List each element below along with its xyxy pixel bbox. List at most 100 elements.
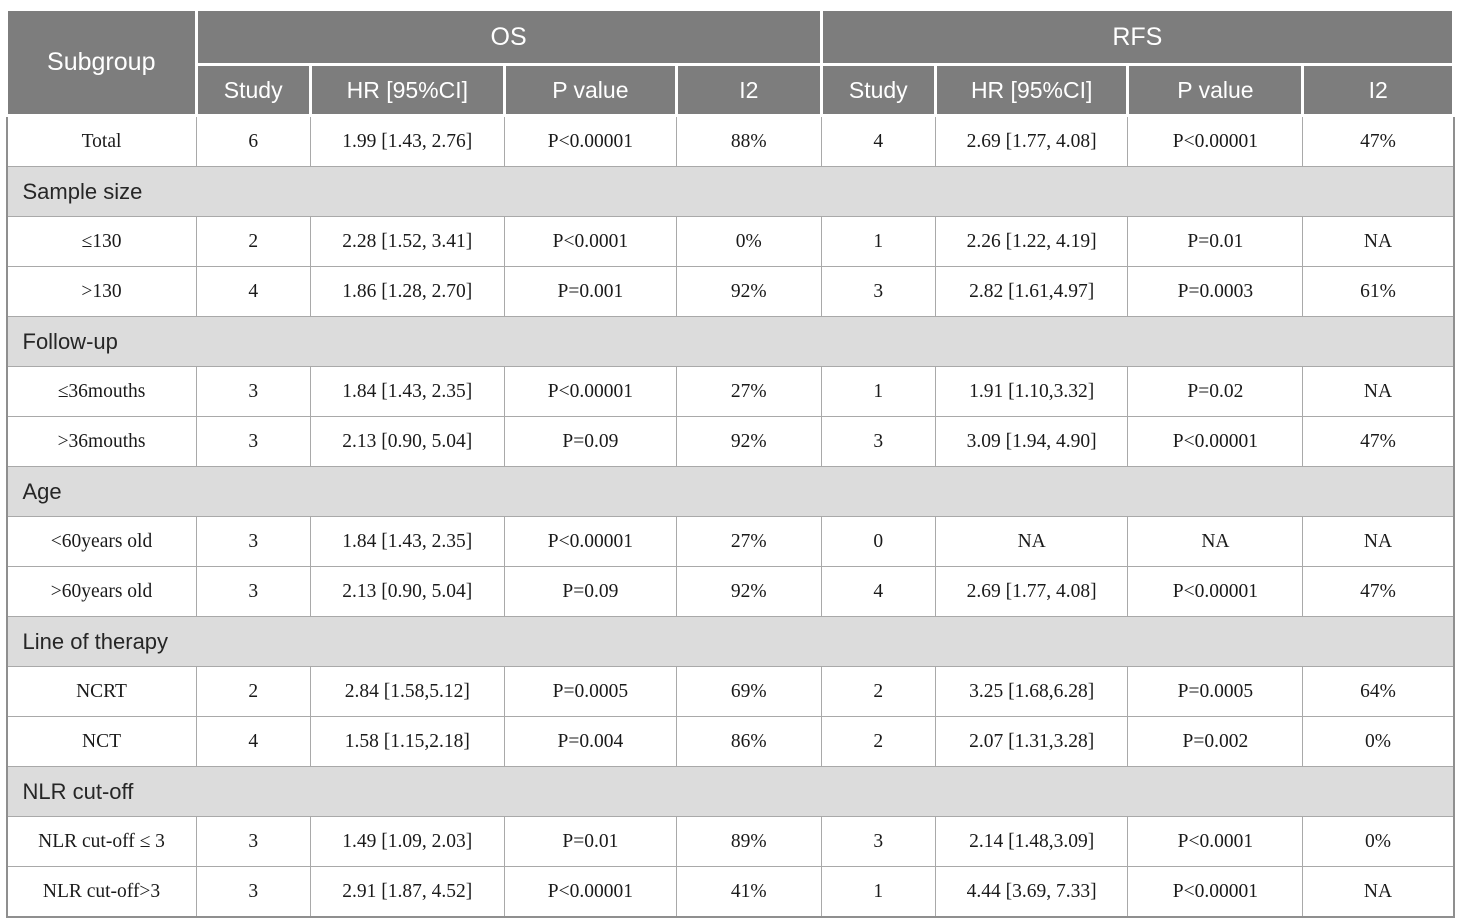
subgroup-cell: >36mouths bbox=[6, 416, 197, 467]
table-row: NLR cut-off ≤ 3 3 1.49 [1.09, 2.03] P=0.01 8… bbox=[6, 816, 1454, 867]
subgroup-cell: ≤36mouths bbox=[6, 366, 197, 417]
rfs-hr-cell: 2.07 [1.31,3.28] bbox=[934, 716, 1129, 767]
os-hr-cell: 2.84 [1.58,5.12] bbox=[309, 666, 505, 717]
os-hr-cell: 2.13 [0.90, 5.04] bbox=[309, 416, 505, 467]
os-i2-header: I2 bbox=[674, 63, 823, 117]
subgroup-column-header: Subgroup bbox=[5, 8, 198, 117]
os-study-cell: 4 bbox=[195, 716, 311, 767]
rfs-study-cell: 2 bbox=[820, 666, 936, 717]
rfs-pvalue-cell: P<0.0001 bbox=[1127, 816, 1304, 867]
rfs-study-cell: 3 bbox=[820, 816, 936, 867]
rfs-i2-cell: 47% bbox=[1302, 115, 1454, 167]
rfs-pvalue-cell: P<0.00001 bbox=[1127, 115, 1304, 167]
os-i2-cell: 27% bbox=[675, 516, 822, 567]
subgroup-cell: NLR cut-off>3 bbox=[6, 866, 197, 918]
os-study-cell: 4 bbox=[195, 266, 311, 317]
rfs-pvalue-cell: P=0.02 bbox=[1127, 366, 1304, 417]
table-row: >130 4 1.86 [1.28, 2.70] P=0.001 92% 3 2.82 [1… bbox=[6, 266, 1454, 317]
rfs-i2-cell: 0% bbox=[1302, 816, 1454, 867]
table-row: ≤130 2 2.28 [1.52, 3.41] P<0.0001 0% 1 2.26 [1… bbox=[6, 216, 1454, 267]
rfs-pvalue-header: P value bbox=[1126, 63, 1305, 117]
os-i2-cell: 41% bbox=[675, 866, 822, 918]
os-pvalue-cell: P<0.0001 bbox=[503, 216, 677, 267]
rfs-pvalue-cell: P<0.00001 bbox=[1127, 416, 1304, 467]
rfs-study-cell: 3 bbox=[820, 266, 936, 317]
rfs-pvalue-cell: P=0.002 bbox=[1127, 716, 1304, 767]
os-i2-cell: 0% bbox=[675, 216, 822, 267]
os-i2-cell: 92% bbox=[675, 416, 822, 467]
os-hr-cell: 1.86 [1.28, 2.70] bbox=[309, 266, 505, 317]
rfs-i2-cell: 47% bbox=[1302, 566, 1454, 617]
rfs-hr-cell: NA bbox=[934, 516, 1129, 567]
rfs-study-header: Study bbox=[819, 63, 937, 117]
os-pvalue-cell: P=0.09 bbox=[503, 566, 677, 617]
rfs-hr-cell: 2.69 [1.77, 4.08] bbox=[934, 115, 1129, 167]
os-hr-header: HR [95%CI] bbox=[308, 63, 506, 117]
rfs-study-cell: 4 bbox=[820, 566, 936, 617]
rfs-hr-cell: 2.82 [1.61,4.97] bbox=[934, 266, 1129, 317]
os-study-cell: 3 bbox=[195, 816, 311, 867]
os-hr-cell: 1.84 [1.43, 2.35] bbox=[309, 516, 505, 567]
rfs-i2-cell: NA bbox=[1302, 366, 1454, 417]
rfs-hr-header: HR [95%CI] bbox=[933, 63, 1130, 117]
table-body: Total 6 1.99 [1.43, 2.76] P<0.00001 88% 4 2.69… bbox=[6, 115, 1454, 918]
rfs-pvalue-cell: P=0.01 bbox=[1127, 216, 1304, 267]
os-hr-cell: 1.84 [1.43, 2.35] bbox=[309, 366, 505, 417]
rfs-i2-cell: 61% bbox=[1302, 266, 1454, 317]
os-pvalue-cell: P=0.001 bbox=[503, 266, 677, 317]
table-row: NCRT 2 2.84 [1.58,5.12] P=0.0005 69% 2 3.25 [1… bbox=[6, 666, 1454, 717]
os-i2-cell: 86% bbox=[675, 716, 822, 767]
table-row: NLR cut-off>3 3 2.91 [1.87, 4.52] P<0.00001… bbox=[6, 866, 1454, 918]
os-study-cell: 2 bbox=[195, 216, 311, 267]
os-i2-cell: 89% bbox=[675, 816, 822, 867]
section-label: Sample size bbox=[6, 166, 1454, 217]
os-hr-cell: 1.58 [1.15,2.18] bbox=[309, 716, 505, 767]
rfs-hr-cell: 4.44 [3.69, 7.33] bbox=[934, 866, 1129, 918]
os-pvalue-header: P value bbox=[502, 63, 678, 117]
rfs-hr-cell: 2.26 [1.22, 4.19] bbox=[934, 216, 1129, 267]
table-row: >36mouths 3 2.13 [0.90, 5.04] P=0.09 92% 3 3.0… bbox=[6, 416, 1454, 467]
os-study-cell: 3 bbox=[195, 866, 311, 918]
rfs-i2-header: I2 bbox=[1301, 63, 1455, 117]
section-row: NLR cut-off bbox=[6, 766, 1454, 817]
rfs-study-cell: 4 bbox=[820, 115, 936, 167]
os-group-header: OS bbox=[194, 8, 823, 66]
rfs-pvalue-cell: P<0.00001 bbox=[1127, 566, 1304, 617]
rfs-hr-cell: 2.69 [1.77, 4.08] bbox=[934, 566, 1129, 617]
subgroup-cell: <60years old bbox=[6, 516, 197, 567]
sub-header-row: Study HR [95%CI] P value I2 Study HR [95… bbox=[7, 63, 1455, 117]
os-pvalue-cell: P=0.0005 bbox=[503, 666, 677, 717]
os-hr-cell: 2.28 [1.52, 3.41] bbox=[309, 216, 505, 267]
table-row: Total 6 1.99 [1.43, 2.76] P<0.00001 88% 4 2.69… bbox=[6, 115, 1454, 167]
subgroup-cell: NCT bbox=[6, 716, 197, 767]
rfs-study-cell: 0 bbox=[820, 516, 936, 567]
rfs-i2-cell: NA bbox=[1302, 516, 1454, 567]
os-pvalue-cell: P<0.00001 bbox=[503, 115, 677, 167]
rfs-hr-cell: 3.09 [1.94, 4.90] bbox=[934, 416, 1129, 467]
group-header-row: Subgroup OS RFS bbox=[5, 8, 1456, 117]
rfs-study-cell: 1 bbox=[820, 366, 936, 417]
os-study-cell: 3 bbox=[195, 516, 311, 567]
rfs-i2-cell: 0% bbox=[1302, 716, 1454, 767]
os-study-cell: 2 bbox=[195, 666, 311, 717]
section-label: NLR cut-off bbox=[6, 766, 1454, 817]
os-hr-cell: 2.13 [0.90, 5.04] bbox=[309, 566, 505, 617]
os-i2-cell: 88% bbox=[675, 115, 822, 167]
rfs-group-header: RFS bbox=[819, 8, 1456, 66]
table-row: <60years old 3 1.84 [1.43, 2.35] P<0.00001 2… bbox=[6, 516, 1454, 567]
section-row: Sample size bbox=[6, 166, 1454, 217]
section-row: Follow-up bbox=[6, 316, 1454, 367]
os-hr-cell: 1.99 [1.43, 2.76] bbox=[309, 115, 505, 167]
rfs-i2-cell: 64% bbox=[1302, 666, 1454, 717]
subgroup-analysis-table: Subgroup OS RFS Study HR [95%CI] P value… bbox=[5, 8, 1456, 918]
section-row: Line of therapy bbox=[6, 616, 1454, 667]
section-label: Follow-up bbox=[6, 316, 1454, 367]
os-i2-cell: 92% bbox=[675, 566, 822, 617]
table-row: ≤36mouths 3 1.84 [1.43, 2.35] P<0.00001 27% 1… bbox=[6, 366, 1454, 417]
rfs-hr-cell: 1.91 [1.10,3.32] bbox=[934, 366, 1129, 417]
table-row: NCT 4 1.58 [1.15,2.18] P=0.004 86% 2 2.07 [1.3… bbox=[6, 716, 1454, 767]
rfs-i2-cell: NA bbox=[1302, 866, 1454, 918]
rfs-pvalue-cell: P=0.0005 bbox=[1127, 666, 1304, 717]
subgroup-cell: Total bbox=[6, 115, 197, 167]
os-i2-cell: 92% bbox=[675, 266, 822, 317]
